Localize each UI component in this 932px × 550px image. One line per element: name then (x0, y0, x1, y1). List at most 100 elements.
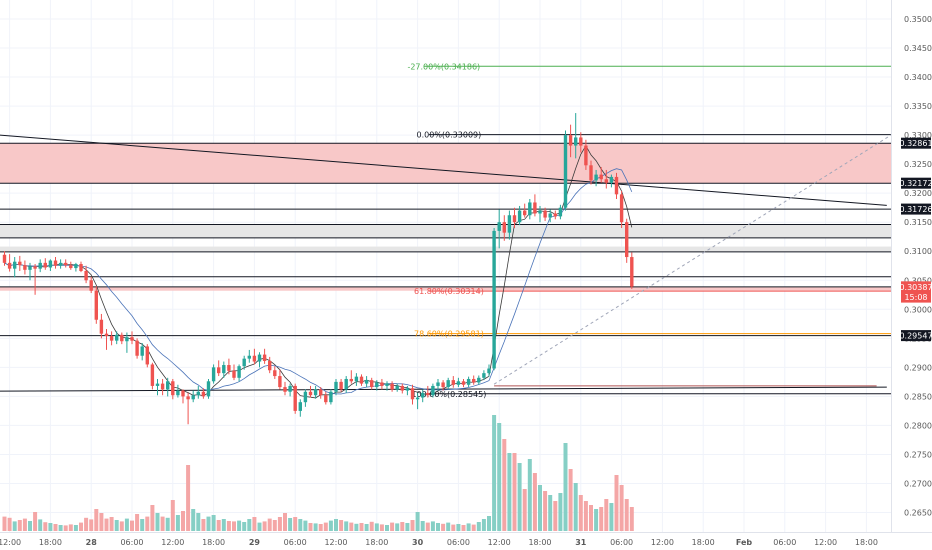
candle-body (115, 334, 119, 341)
candle (461, 378, 466, 388)
volume-bar (252, 517, 257, 531)
volume-bar (318, 524, 323, 531)
candle (324, 391, 328, 405)
volume-bar (2, 516, 7, 531)
candle (278, 369, 282, 390)
candle (99, 313, 104, 339)
candle-body (23, 265, 27, 270)
price-badge-label: 0.29547 (899, 332, 932, 341)
candle (84, 265, 88, 284)
candle-body (446, 380, 450, 388)
x-tick-label: 29 (249, 538, 261, 547)
volume-bar (38, 519, 43, 531)
volume-bar (425, 522, 430, 531)
candle (421, 389, 425, 403)
candle-body (390, 383, 394, 390)
volume-bar (58, 525, 63, 531)
candle (528, 198, 532, 220)
candle (140, 342, 144, 361)
volume-bar (313, 523, 318, 531)
candle (497, 209, 501, 249)
trendline-0 (0, 134, 887, 206)
candle (344, 376, 348, 393)
volume-bar (196, 513, 201, 531)
time-axis[interactable]: 12:00 18:00 28 06:00 12:00 18:00 29 06:00 12:00 1… (0, 538, 878, 547)
volume-bar (405, 523, 410, 531)
fib-label-3: 78.60%(0.29581) (414, 330, 484, 339)
x-tick-label: Feb (736, 538, 753, 547)
candle-body (191, 395, 195, 400)
candle (135, 338, 139, 359)
candle-body (140, 346, 144, 356)
volume-bar (226, 521, 231, 531)
candle (400, 383, 404, 394)
volume-bar (354, 523, 359, 531)
volume-bar (400, 522, 405, 531)
volume-bar (466, 523, 471, 531)
candle (145, 344, 149, 368)
candle-body (630, 257, 634, 287)
candle (206, 378, 211, 399)
candle-body (28, 266, 32, 270)
candle-body (410, 388, 415, 400)
x-tick-label: 06:00 (610, 538, 633, 547)
candle-body (247, 355, 251, 359)
candle-body (268, 360, 272, 371)
candle (599, 167, 603, 183)
candle-body (472, 378, 476, 383)
candle-body (563, 135, 568, 208)
volume-bar (395, 523, 400, 531)
volume-bar (257, 522, 262, 531)
price-badge-0 (901, 137, 931, 149)
candle (589, 160, 593, 185)
x-tick-label: 12:00 (324, 538, 347, 547)
candle-body (400, 385, 404, 391)
candle-body (94, 290, 98, 320)
candle (211, 364, 216, 384)
volume-bar (563, 443, 568, 531)
candle-body (568, 135, 573, 146)
volume-bar (298, 519, 303, 531)
candle-body (74, 264, 78, 269)
candle-body (38, 262, 42, 269)
candle-body (79, 264, 83, 271)
candles (2, 113, 634, 425)
candle (257, 352, 262, 368)
candle-body (237, 366, 241, 378)
volume-bar (589, 505, 593, 531)
ma-slow-line (4, 168, 633, 395)
volume-bar (558, 493, 563, 531)
volume-bar (68, 524, 73, 531)
candle-body (344, 378, 348, 390)
candle-body (222, 365, 226, 374)
volume-bar (476, 522, 481, 531)
candle (426, 385, 430, 398)
candle-body (257, 354, 262, 362)
candle-body (619, 194, 624, 223)
candle-body (99, 319, 104, 334)
candle (217, 360, 221, 377)
volume-bar (420, 521, 425, 531)
horizontal-levels (0, 142, 891, 337)
candle (7, 254, 12, 272)
candle (196, 385, 200, 399)
candle (553, 210, 557, 220)
candle-body (201, 391, 206, 397)
grid (0, 0, 891, 532)
volume-bar (364, 524, 369, 531)
candle (53, 257, 58, 269)
candle (574, 113, 578, 159)
candle (232, 364, 236, 381)
x-tick-label: 12:00 (488, 538, 511, 547)
volume-bar (181, 511, 185, 531)
candle-body (2, 254, 7, 263)
volume-bar (532, 473, 537, 531)
candle (130, 331, 134, 345)
volume-bar (150, 505, 155, 531)
